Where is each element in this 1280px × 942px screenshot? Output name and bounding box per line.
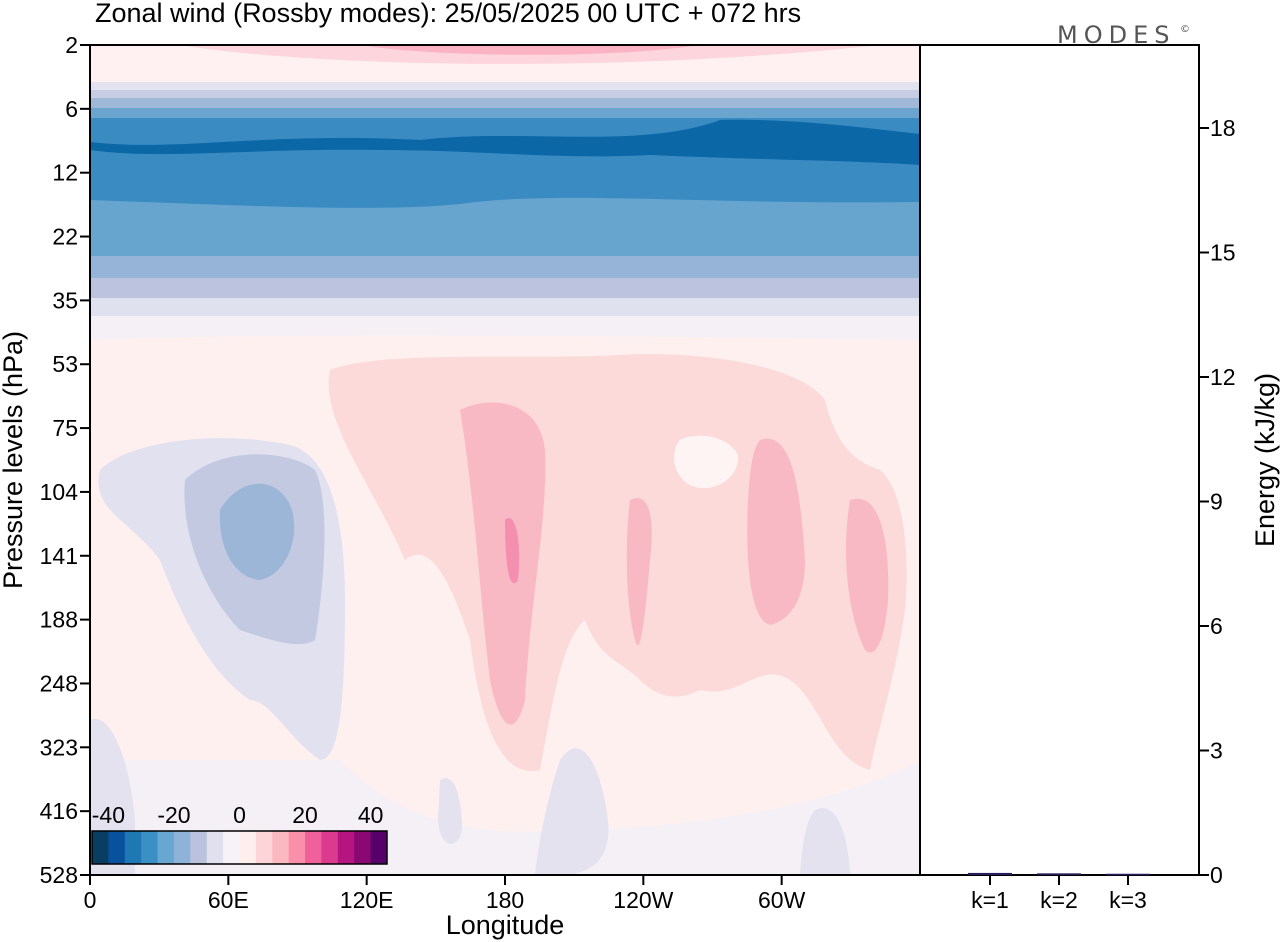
colorbar-swatch — [206, 831, 224, 864]
region-surface-lavender-150e — [438, 778, 462, 844]
energy-tick-label: 0 — [1210, 862, 1223, 888]
y-tick-label: 248 — [40, 670, 78, 696]
region-blue-min — [219, 483, 295, 580]
colorbar-swatch — [337, 831, 355, 864]
x-tick-label: 60W — [758, 887, 806, 913]
x-tick-label: 120W — [613, 887, 673, 913]
energy-bars: k=1 k=2 k=3 — [968, 872, 1150, 913]
y-tick-label: 104 — [40, 479, 79, 505]
colorbar-tick-label: 0 — [233, 802, 246, 828]
x-tick-label: 120E — [340, 887, 394, 913]
energy-bar — [968, 872, 1012, 875]
colorbar-swatch — [370, 831, 388, 864]
band-transition-2 — [90, 90, 920, 98]
x-tick-label: 0 — [84, 887, 97, 913]
region-pink-180 — [460, 402, 546, 725]
band-mid-blue — [90, 197, 920, 260]
band-lavender — [90, 278, 920, 300]
energy-category-label: k=3 — [1109, 887, 1147, 913]
colorbar-swatch — [190, 831, 208, 864]
band-near-zero — [90, 316, 920, 338]
energy-tick-label: 18 — [1210, 115, 1236, 141]
energy-tick-label: 3 — [1210, 738, 1223, 764]
colorbar-swatch — [108, 831, 126, 864]
y-tick-label: 53 — [52, 351, 78, 377]
y-tick-label: 2 — [65, 32, 78, 58]
y-tick-label: 528 — [40, 862, 78, 888]
region-pink-120w — [626, 498, 652, 646]
y-tick-label: 188 — [40, 607, 78, 633]
colorbar-frame — [91, 830, 388, 865]
colorbar-swatch — [239, 831, 257, 864]
y-tick-label: 35 — [52, 287, 78, 313]
y-tick-label: 141 — [40, 543, 78, 569]
colorbar-swatch — [141, 831, 159, 864]
x-axis-label: Longitude — [446, 910, 565, 940]
colorbar-swatch — [92, 831, 109, 864]
x-tick-label: 180 — [486, 887, 524, 913]
colorbar-swatch — [124, 831, 142, 864]
energy-tick-label: 9 — [1210, 489, 1223, 515]
energy-axis-label: Energy (kJ/kg) — [1250, 373, 1280, 547]
y-tick-label: 22 — [52, 224, 78, 250]
colorbar-swatch — [354, 831, 372, 864]
y-tick-label: 12 — [52, 160, 78, 186]
y-tick-label: 416 — [40, 798, 78, 824]
band-light-blue — [90, 256, 920, 281]
colorbar-swatch — [321, 831, 339, 864]
region-pink-max — [505, 518, 520, 584]
band-transition-4 — [90, 108, 920, 120]
zonal-wind-field — [90, 45, 920, 875]
band-upper-pink-max — [360, 45, 700, 55]
band-transition-3 — [90, 98, 920, 108]
energy-tick-label: 12 — [1210, 364, 1236, 390]
band-jet-core — [90, 119, 920, 165]
region-surface-lavender-40w — [800, 808, 850, 875]
colorbar-swatch — [305, 831, 322, 864]
brand-mark: © — [1180, 24, 1196, 35]
colorbar-swatch — [272, 831, 290, 864]
colorbar-tick-label: -40 — [92, 802, 125, 828]
energy-category-label: k=1 — [971, 887, 1009, 913]
region-pink-60w — [747, 438, 805, 625]
y-tick-label: 75 — [52, 415, 78, 441]
energy-panel — [920, 44, 1200, 876]
colorbar-swatch — [157, 831, 175, 864]
region-pale-hole — [674, 435, 739, 489]
energy-bar — [1037, 873, 1081, 875]
colorbar-tick-label: 40 — [358, 802, 384, 828]
energy-y-axis: 0 3 6 9 12 15 18 — [1199, 115, 1236, 888]
colorbar: -40 -20 0 20 40 — [91, 802, 388, 865]
y-tick-label: 323 — [40, 734, 78, 760]
energy-category-label: k=2 — [1040, 887, 1078, 913]
colorbar-swatch — [173, 831, 191, 864]
colorbar-swatch — [288, 831, 306, 864]
colorbar-tick-label: -20 — [157, 802, 190, 828]
band-transition-1 — [90, 82, 920, 90]
region-surface-lavender-160w — [535, 748, 609, 875]
energy-bar — [1106, 873, 1150, 876]
chart-title: Zonal wind (Rossby modes): 25/05/2025 00… — [95, 0, 801, 28]
energy-tick-label: 6 — [1210, 613, 1223, 639]
x-tick-label: 60E — [208, 887, 249, 913]
x-axis: 0 60E 120E 180 120W 60W — [84, 875, 806, 913]
region-pink-east — [845, 498, 889, 653]
colorbar-swatch — [255, 831, 273, 864]
colorbar-tick-label: 20 — [292, 802, 318, 828]
y-axis-label: Pressure levels (hPa) — [0, 331, 28, 589]
band-pale-lavender — [90, 298, 920, 316]
energy-tick-label: 15 — [1210, 240, 1236, 266]
colorbar-swatch — [223, 831, 240, 864]
y-tick-label: 6 — [65, 96, 78, 122]
y-axis: 2 6 12 22 35 53 75 104 141 188 248 323 416 528 — [40, 32, 90, 888]
